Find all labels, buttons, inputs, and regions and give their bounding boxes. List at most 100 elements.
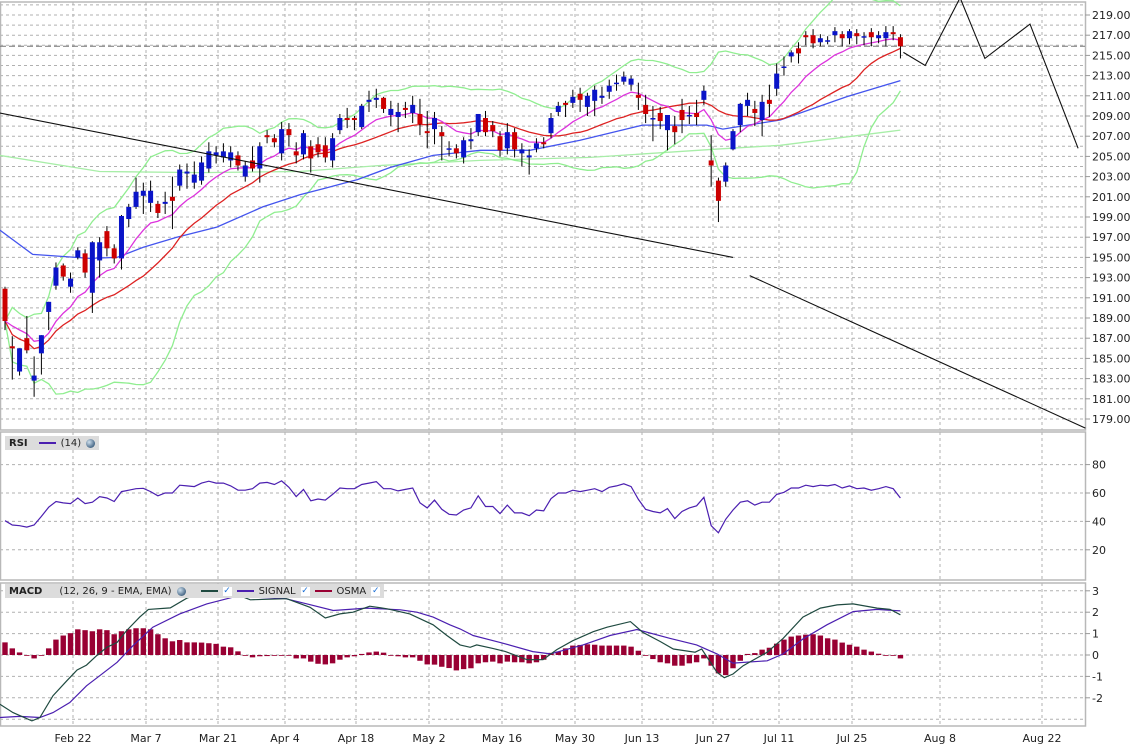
macd-line [0,590,901,722]
candle-body [53,267,59,286]
candle-body [592,89,598,101]
candle-body [395,111,401,118]
candle-body [679,109,685,121]
candlestick [643,94,649,124]
osma-bar [766,647,773,655]
candlestick [315,137,321,158]
osma-bar [795,635,802,655]
osma-bar [475,655,481,664]
panel-border [0,431,1087,581]
rsi-panel[interactable] [4,480,901,534]
candlestick [883,26,889,47]
macd-toggle-checkbox-icon[interactable]: ✓ [222,585,232,596]
x-tick-label: May 16 [482,732,522,745]
osma-bar [409,655,416,658]
osma-bar [599,645,605,655]
osma-bar [541,655,547,660]
candle-body [868,32,874,38]
macd-line-swatch [200,590,218,592]
candle-body [759,101,765,121]
candlestick [533,138,539,153]
signal-toggle-checkbox-icon[interactable]: ✓ [300,585,310,596]
candle-body [657,112,663,122]
osma-bar [177,640,183,655]
candlestick [395,102,401,133]
mid-moving-average-line [4,47,901,350]
candle-body [715,180,721,201]
x-tick-label: Apr 4 [270,732,300,745]
candle-body [694,112,700,118]
candlestick [140,182,146,214]
osma-toggle-checkbox-icon[interactable]: ✓ [371,585,381,596]
candlestick [2,286,8,331]
osma-bar [235,651,241,655]
candle-body [373,97,379,100]
candle-body [271,138,277,143]
rsi-legend: RSI (14) [5,436,100,450]
osma-bar [9,648,15,655]
osma-bar [315,655,321,664]
candle-body [730,131,736,150]
trendline [903,0,1079,149]
osma-bar [155,634,161,655]
candlestick [351,116,357,131]
osma-bar [803,634,809,655]
macd-legend-params: (12, 26, 9 - EMA, EMA) [59,585,172,597]
candlestick [381,96,387,113]
candlestick [191,161,197,189]
candle-body [570,96,576,103]
candle-body [533,143,539,149]
candle-body [38,335,44,354]
candle-body [213,152,219,156]
candle-body [446,148,452,150]
candle-body [75,250,81,258]
signal-legend-label: SIGNAL [258,585,296,597]
osma-bar [606,645,612,655]
candlestick [373,88,379,108]
candlestick [504,123,510,155]
osma-bar [664,655,671,664]
candle-body [17,348,23,372]
settings-globe-icon[interactable] [176,586,186,596]
price-tick-label: 205.00 [1092,150,1131,163]
candle-body [628,78,634,85]
candlestick [657,106,663,130]
candlestick [75,247,81,260]
macd-panel[interactable] [0,590,904,722]
candlestick [745,92,751,116]
price-tick-label: 189.00 [1092,312,1131,325]
osma-bar [737,655,743,661]
candlestick [82,249,88,278]
candlestick [621,71,627,85]
candle-body [300,133,306,155]
candle-body [650,118,656,120]
settings-globe-icon[interactable] [86,438,96,448]
candle-body [548,118,554,134]
candlestick [410,95,416,124]
candle-body [148,190,154,203]
candlestick [839,31,845,47]
osma-bar [257,655,263,657]
osma-legend-label: OSMA [336,585,367,597]
candle-body [118,215,124,259]
candlestick [737,102,743,133]
candle-body [876,35,882,39]
candlestick [723,162,729,187]
candle-body [752,108,758,113]
fast-moving-average-line [4,38,901,342]
price-panel[interactable] [0,0,1086,429]
candle-body [839,34,845,39]
macd-legend: MACD (12, 26, 9 - EMA, EMA) ✓ SIGNAL ✓ O… [5,584,385,598]
candlestick [548,112,554,139]
candle-body [410,104,416,113]
osma-bar [293,655,299,659]
candlestick [242,161,248,182]
price-tick-label: 199.00 [1092,211,1131,224]
osma-bar [555,651,561,655]
osma-bar [271,655,278,656]
candle-body [439,132,445,137]
candlestick [38,335,44,375]
candle-body [308,146,314,159]
osma-bar [635,650,642,655]
candle-body [337,118,343,131]
